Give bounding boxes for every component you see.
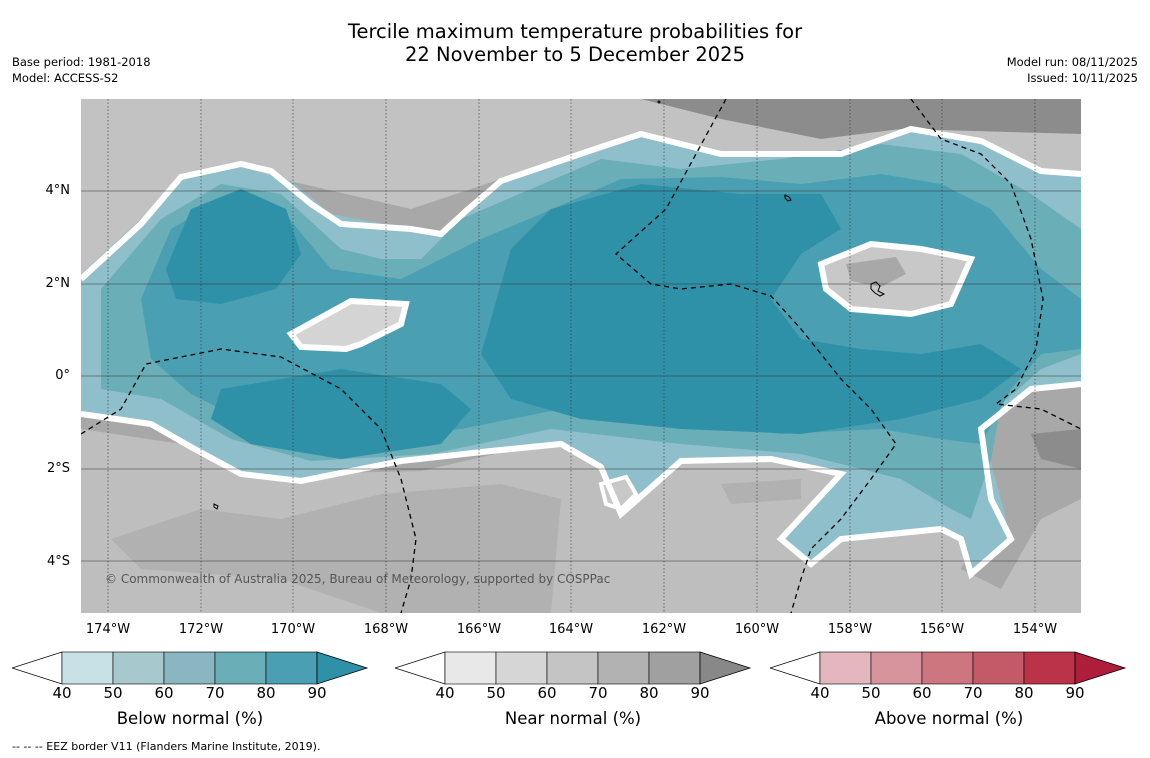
below-normal-extend-high bbox=[316, 651, 369, 685]
above-normal-tick-60: 60 bbox=[912, 684, 932, 702]
lon-label-156w: 156°W bbox=[919, 622, 965, 637]
below-normal-tick-70: 70 bbox=[205, 684, 225, 702]
below-normal-tick-40: 40 bbox=[52, 684, 72, 702]
above-normal-segment-50 bbox=[870, 651, 923, 685]
lat-label-2s: 2°S bbox=[46, 461, 70, 476]
eez-borders bbox=[81, 99, 1081, 613]
below-normal-90-southwest bbox=[211, 369, 471, 459]
above-normal-tick-40: 40 bbox=[810, 684, 830, 702]
near-normal-segment-40 bbox=[444, 651, 497, 685]
near-normal-90-north bbox=[81, 99, 1081, 139]
colorbar-above-normal bbox=[770, 651, 1127, 685]
islands bbox=[213, 100, 886, 510]
lon-label-168w: 168°W bbox=[363, 622, 409, 637]
graticule-lon bbox=[107, 99, 1036, 613]
lat-label-2n: 2°N bbox=[45, 276, 71, 291]
boundary-south bbox=[81, 381, 1081, 580]
model-run: Model run: 08/11/2025 bbox=[1006, 55, 1138, 69]
title-line-2: 22 November to 5 December 2025 bbox=[405, 43, 745, 66]
below-normal-90-central bbox=[481, 184, 1021, 434]
above-normal-tick-90: 90 bbox=[1065, 684, 1085, 702]
model-name: Model: ACCESS-S2 bbox=[12, 71, 119, 85]
base-period: Base period: 1981-2018 bbox=[12, 55, 151, 69]
below-normal-segment-60 bbox=[163, 651, 216, 685]
near-normal-tick-80: 80 bbox=[639, 684, 659, 702]
lon-label-162w: 162°W bbox=[641, 622, 687, 637]
map-title: Tercile maximum temperature probabilitie… bbox=[0, 20, 1150, 66]
near-normal-segment-80 bbox=[648, 651, 701, 685]
legend-title-below-normal: Below normal (%) bbox=[116, 709, 264, 728]
near-normal-segment-70 bbox=[597, 651, 650, 685]
above-normal-tick-80: 80 bbox=[1014, 684, 1034, 702]
near-normal-tick-60: 60 bbox=[537, 684, 557, 702]
near-normal-tick-50: 50 bbox=[486, 684, 506, 702]
eez-footnote: -- -- -- EEZ border V11 (Flanders Marine… bbox=[12, 740, 321, 753]
lon-label-154w: 154°W bbox=[1012, 622, 1058, 637]
issued-date: Issued: 10/11/2025 bbox=[1027, 71, 1138, 85]
above-normal-extend-low bbox=[770, 651, 821, 685]
below-normal-tick-90: 90 bbox=[307, 684, 327, 702]
above-normal-tick-50: 50 bbox=[861, 684, 881, 702]
lon-label-158w: 158°W bbox=[827, 622, 873, 637]
copyright-notice: © Commonwealth of Australia 2025, Bureau… bbox=[105, 572, 611, 586]
meta-left: Base period: 1981-2018 Model: ACCESS-S2 bbox=[12, 54, 151, 86]
near-normal-90-se bbox=[1031, 429, 1081, 469]
below-normal-tick-60: 60 bbox=[154, 684, 174, 702]
near-normal-extend-high bbox=[699, 651, 752, 685]
boundary-north bbox=[81, 125, 1081, 282]
probability-map bbox=[81, 99, 1081, 613]
legend-title-near-normal: Near normal (%) bbox=[504, 709, 642, 728]
lat-label-4n: 4°N bbox=[45, 183, 71, 198]
legend-title-above-normal: Above normal (%) bbox=[874, 709, 1024, 728]
lat-label-4s: 4°S bbox=[46, 554, 70, 569]
below-normal-90-west bbox=[166, 189, 301, 304]
above-normal-segment-40 bbox=[819, 651, 872, 685]
near-normal-tick-70: 70 bbox=[588, 684, 608, 702]
lon-label-172w: 172°W bbox=[178, 622, 224, 637]
below-normal-segment-80 bbox=[265, 651, 318, 685]
near-normal-tick-90: 90 bbox=[690, 684, 710, 702]
near-normal-segment-60 bbox=[546, 651, 599, 685]
below-normal-tick-50: 50 bbox=[103, 684, 123, 702]
near-normal-60-north bbox=[81, 99, 1081, 279]
title-line-1: Tercile maximum temperature probabilitie… bbox=[347, 20, 803, 43]
lon-label-160w: 160°W bbox=[734, 622, 780, 637]
near-normal-island-west bbox=[286, 297, 410, 353]
above-normal-extend-high bbox=[1074, 651, 1127, 685]
lat-label-0: 0° bbox=[55, 368, 70, 383]
below-normal-segment-40 bbox=[61, 651, 114, 685]
below-normal-segment-70 bbox=[214, 651, 267, 685]
meta-right: Model run: 08/11/2025 Issued: 10/11/2025 bbox=[1007, 54, 1138, 86]
graticule-lat bbox=[81, 190, 1081, 562]
lon-label-174w: 174°W bbox=[85, 622, 131, 637]
lon-label-166w: 166°W bbox=[456, 622, 502, 637]
above-normal-segment-80 bbox=[1023, 651, 1076, 685]
near-normal-tick-40: 40 bbox=[435, 684, 455, 702]
colorbar-near-normal bbox=[395, 651, 752, 685]
near-normal-extend-low bbox=[395, 651, 446, 685]
below-normal-tick-80: 80 bbox=[256, 684, 276, 702]
lon-label-170w: 170°W bbox=[270, 622, 316, 637]
above-normal-segment-70 bbox=[972, 651, 1025, 685]
above-normal-tick-70: 70 bbox=[963, 684, 983, 702]
above-normal-segment-60 bbox=[921, 651, 974, 685]
near-normal-segment-50 bbox=[495, 651, 548, 685]
near-normal-island-east-core bbox=[846, 257, 906, 287]
lon-label-164w: 164°W bbox=[548, 622, 594, 637]
below-normal-segment-50 bbox=[112, 651, 165, 685]
below-normal-extend-low bbox=[12, 651, 63, 685]
colorbar-below-normal bbox=[12, 651, 369, 685]
